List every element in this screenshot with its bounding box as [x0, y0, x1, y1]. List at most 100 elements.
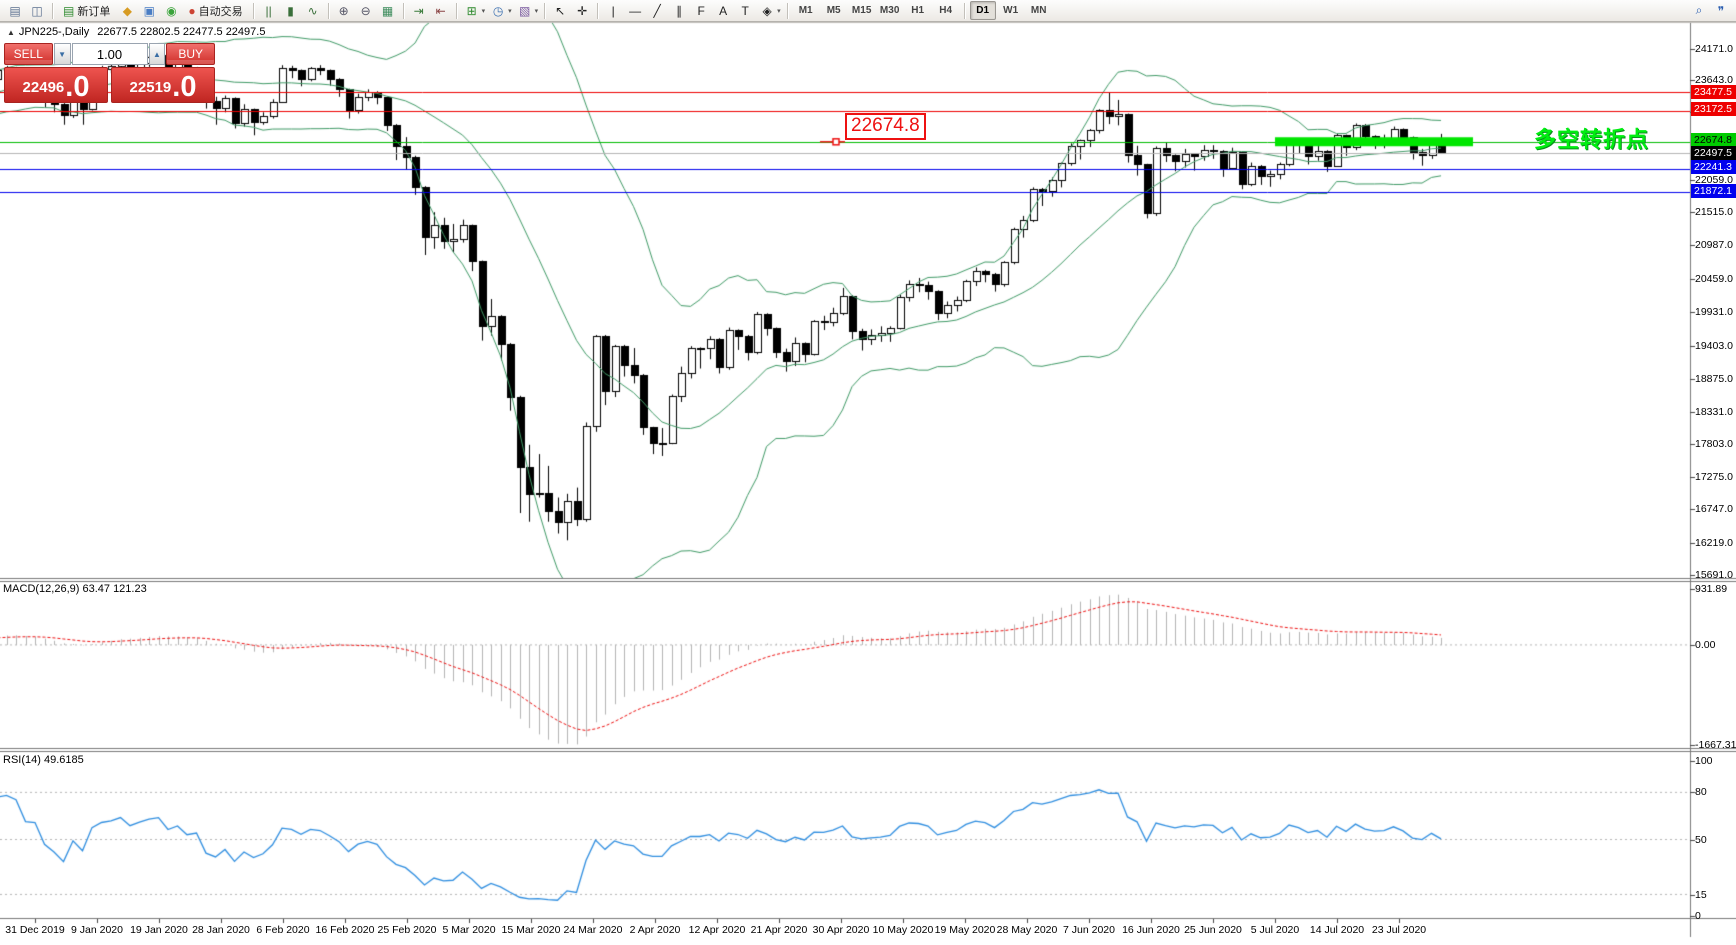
- timeframe-h4[interactable]: H4: [939, 5, 953, 16]
- shapes-dropdown-icon[interactable]: ▾: [777, 7, 781, 15]
- timeframe-m1[interactable]: M1: [798, 5, 813, 16]
- chat-icon[interactable]: ❞: [1717, 3, 1725, 18]
- time-axis-label: 24 Mar 2020: [563, 924, 623, 936]
- signals-icon[interactable]: ◉: [166, 3, 177, 18]
- chart-title: ▲ JPN225-,Daily 22677.5 22802.5 22477.5 22…: [7, 26, 265, 38]
- templates-dropdown-icon[interactable]: ▾: [534, 7, 539, 15]
- price-badge: 23477.5: [1691, 85, 1736, 99]
- price-axis-label: 22059.0: [1695, 174, 1733, 186]
- auto-scroll-icon[interactable]: ⇥: [413, 3, 424, 18]
- time-axis-label: 28 Jan 2020: [192, 924, 250, 936]
- new-order-button[interactable]: ▤ 新订单: [63, 3, 111, 18]
- data-window-icon[interactable]: ◫: [31, 3, 43, 18]
- timeframe-w1[interactable]: W1: [1003, 5, 1019, 16]
- sell-price-tile[interactable]: 22496 .0: [4, 67, 108, 103]
- chart-shift-icon[interactable]: ⇤: [435, 3, 446, 18]
- time-axis-label: 2 Apr 2020: [629, 924, 681, 936]
- timeframe-h1[interactable]: H1: [911, 5, 925, 16]
- timeframe-m5[interactable]: M5: [826, 5, 841, 16]
- time-axis-label: 19 Jan 2020: [130, 924, 188, 936]
- indicators-icon[interactable]: ⊞: [466, 3, 477, 18]
- buy-price-tile[interactable]: 22519 .0: [111, 67, 215, 103]
- sell-price-pips: .0: [65, 71, 90, 104]
- price-level-label[interactable]: 22674.8: [845, 113, 926, 140]
- time-axis-label: 30 Apr 2020: [812, 924, 870, 936]
- rsi-axis-label: 0: [1695, 910, 1701, 922]
- sell-button[interactable]: SELL: [4, 43, 53, 65]
- buy-price-pips: .0: [172, 71, 197, 104]
- toolbar: ▤ ◫ ▤ 新订单 ◆ ▣ ◉ ● 自动交易 || ▮ ∿ ⊕ ⊖ ▦ ⇥ ⇤ ⊞ ▾ ◷ ▾ ▧ ▾ ↖ ✛ | — ╱ ∥ F A T ◈ ▾…: [0, 0, 1736, 22]
- volume-increase-button[interactable]: ▲: [148, 43, 166, 65]
- text-icon[interactable]: A: [719, 3, 728, 18]
- one-click-trading-panel: SELL ▼ ▲ BUY 22496 .0 22519 .0: [4, 43, 215, 103]
- indicators-dropdown-icon[interactable]: ▾: [481, 7, 486, 15]
- time-axis-label: 23 Jul 2020: [1371, 924, 1427, 936]
- price-axis-label: 24171.0: [1695, 43, 1733, 55]
- turning-point-annotation: 多空转折点: [1534, 127, 1650, 152]
- price-axis-label: 16747.0: [1695, 503, 1733, 515]
- fibonacci-icon[interactable]: F: [697, 3, 705, 18]
- line-chart-icon[interactable]: ∿: [307, 3, 318, 18]
- time-axis-label: 25 Jun 2020: [1184, 924, 1242, 936]
- zoom-out-icon[interactable]: ⊖: [360, 3, 371, 18]
- tile-windows-icon[interactable]: ▦: [381, 3, 394, 18]
- time-axis-label: 15 Mar 2020: [501, 924, 561, 936]
- templates-icon[interactable]: ▧: [518, 3, 531, 18]
- periods-icon[interactable]: ◷: [492, 3, 504, 18]
- market-watch-icon[interactable]: ▤: [9, 3, 21, 18]
- time-axis-label: 16 Jun 2020: [1122, 924, 1180, 936]
- time-axis-label: 28 May 2020: [996, 924, 1058, 936]
- candles-chart-icon[interactable]: ▮: [287, 3, 294, 18]
- rsi-axis-label: 50: [1695, 834, 1707, 846]
- channel-icon[interactable]: ∥: [676, 3, 683, 18]
- time-axis-label: 25 Feb 2020: [377, 924, 437, 936]
- volume-decrease-button[interactable]: ▼: [53, 43, 71, 65]
- shapes-icon[interactable]: ◈: [762, 3, 772, 18]
- rsi-axis-label: 100: [1695, 755, 1713, 767]
- toolbar-separator: [402, 2, 404, 19]
- panel-collapse-icon[interactable]: ▲: [7, 28, 15, 37]
- new-order-button-icon: ▤: [63, 3, 75, 18]
- timeframe-mn[interactable]: MN: [1030, 5, 1047, 16]
- buy-button[interactable]: BUY: [166, 43, 215, 65]
- price-axis-label: 16219.0: [1695, 537, 1733, 549]
- time-axis-label: 31 Dec 2019: [5, 924, 65, 936]
- price-badge: 21872.1: [1691, 184, 1736, 198]
- toolbar-separator: [455, 2, 457, 19]
- metaeditor-icon[interactable]: ◆: [122, 3, 132, 18]
- timeframe-m15[interactable]: M15: [851, 5, 872, 16]
- bars-chart-icon[interactable]: ||: [265, 3, 272, 18]
- timeframe-d1[interactable]: D1: [969, 1, 996, 20]
- volume-input[interactable]: [71, 43, 148, 65]
- periods-dropdown-icon[interactable]: ▾: [508, 7, 512, 15]
- time-axis-label: 10 May 2020: [872, 924, 934, 936]
- price-axis-label: 18331.0: [1695, 406, 1733, 418]
- time-axis-label: 6 Feb 2020: [256, 924, 310, 936]
- label-icon[interactable]: T: [741, 3, 749, 18]
- toolbar-separator: [327, 2, 329, 19]
- trendline-icon[interactable]: ╱: [653, 3, 661, 18]
- crosshair-icon[interactable]: ✛: [577, 3, 588, 18]
- vertical-line-icon[interactable]: |: [611, 3, 615, 18]
- horizontal-line-icon[interactable]: —: [629, 3, 642, 18]
- cursor-icon[interactable]: ↖: [555, 3, 566, 18]
- buy-price-main: 22519: [129, 79, 172, 96]
- macd-axis-label: 0.00: [1695, 639, 1716, 651]
- price-axis-label: 19403.0: [1695, 340, 1733, 352]
- price-badge: 22674.8: [1691, 133, 1736, 147]
- rsi-axis-label: 15: [1695, 889, 1707, 901]
- chart-ohlc-quotes: 22677.5 22802.5 22477.5 22497.5: [97, 26, 266, 38]
- sell-price-main: 22496: [22, 79, 65, 96]
- autotrading-button[interactable]: ● 自动交易: [188, 3, 243, 18]
- rsi-indicator-label: RSI(14) 49.6185: [3, 754, 84, 766]
- experts-icon[interactable]: ▣: [143, 3, 156, 18]
- zoom-in-icon[interactable]: ⊕: [338, 3, 349, 18]
- time-axis-label: 12 Apr 2020: [688, 924, 746, 936]
- timeframe-m30[interactable]: M30: [879, 5, 900, 16]
- time-axis-label: 14 Jul 2020: [1309, 924, 1365, 936]
- search-icon[interactable]: ⌕: [1695, 3, 1703, 17]
- time-axis-label: 5 Mar 2020: [442, 924, 496, 936]
- autotrading-button-icon: ●: [188, 3, 196, 18]
- time-axis-label: 5 Jul 2020: [1250, 924, 1300, 936]
